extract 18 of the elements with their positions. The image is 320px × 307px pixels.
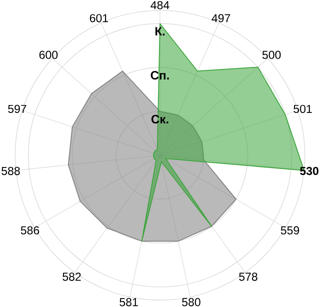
spoke-label: 501 — [294, 104, 312, 113]
spoke-label: 586 — [20, 226, 40, 234]
spoke-label: 497 — [212, 14, 230, 22]
y-tick-label: Сп. — [150, 70, 169, 80]
spoke-label: 500 — [262, 50, 281, 59]
y-tick-label: Ск. — [151, 114, 168, 124]
spoke-label: 530 — [300, 166, 318, 175]
spoke-label: 578 — [239, 272, 258, 281]
spoke-label: 597 — [8, 104, 26, 113]
spoke-label: 580 — [182, 298, 200, 306]
spoke-label: 600 — [39, 50, 58, 59]
spoke-label: 588 — [2, 166, 20, 175]
y-tick-label: К. — [155, 26, 165, 36]
spoke-label: 484 — [150, 0, 170, 10]
spoke-label: 581 — [120, 298, 138, 306]
spoke-label: 559 — [280, 226, 300, 234]
spoke-label: 582 — [62, 272, 81, 281]
spoke-label: 601 — [90, 14, 108, 22]
